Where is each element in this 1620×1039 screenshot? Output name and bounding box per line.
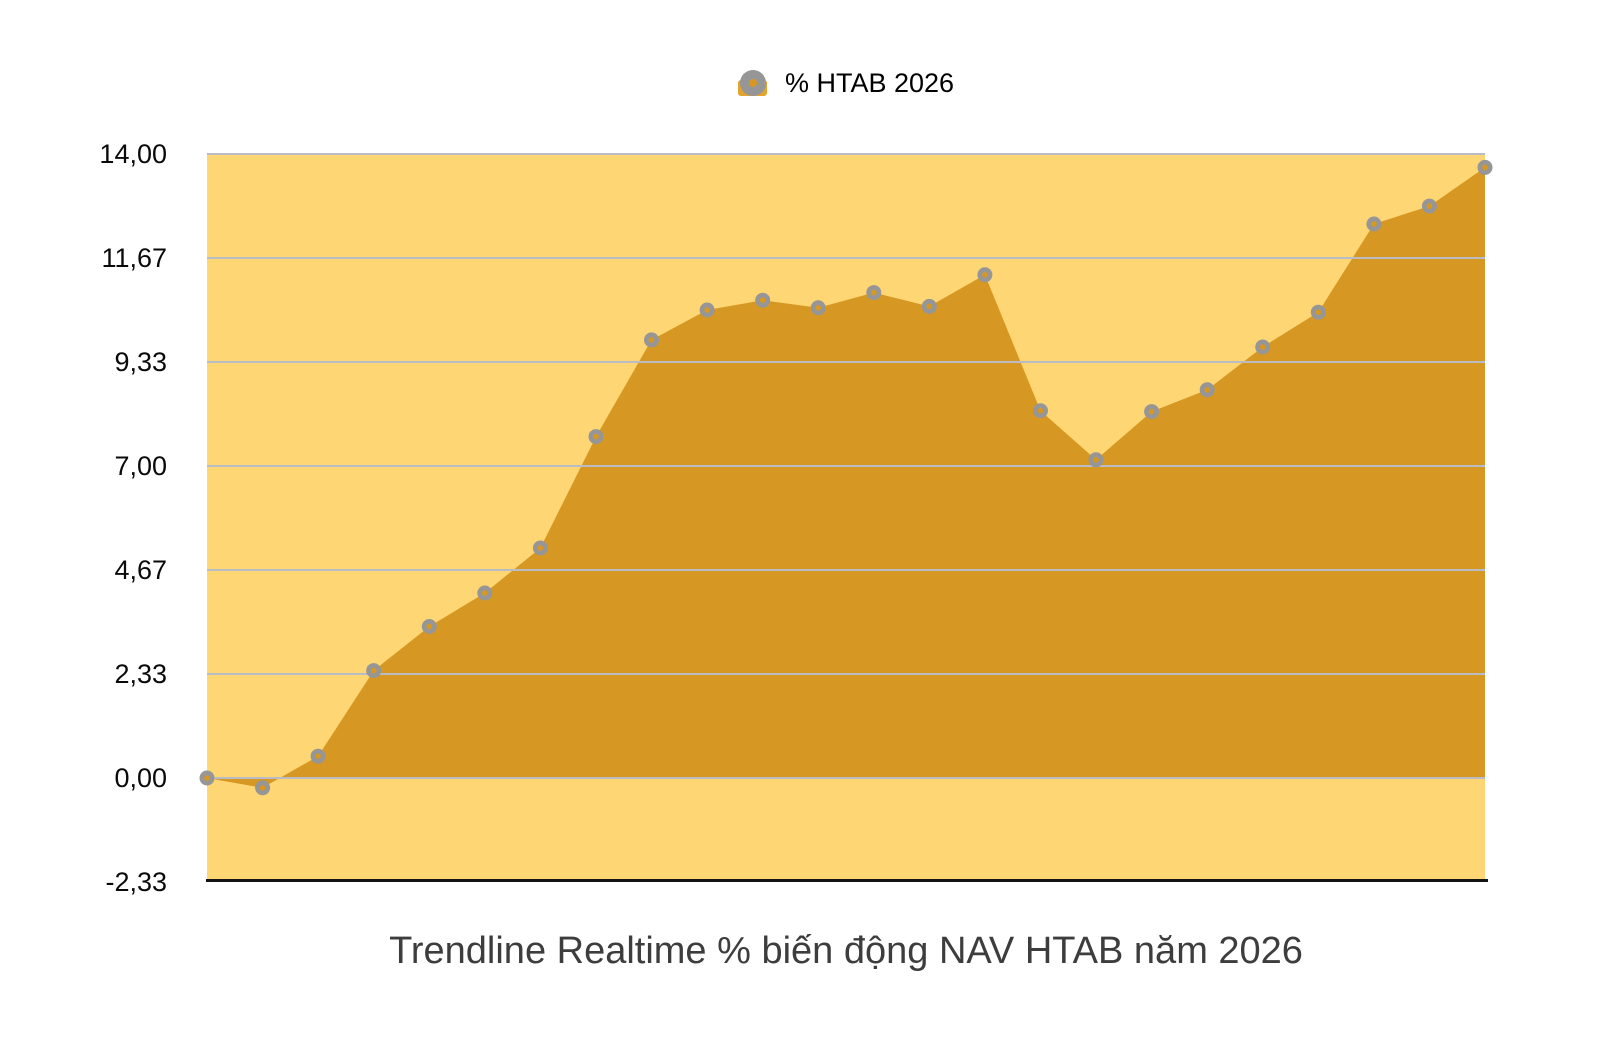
data-point-center [1482, 164, 1488, 171]
data-point-center [1148, 408, 1155, 415]
data-point-center [871, 289, 877, 296]
data-point-center [704, 307, 710, 313]
y-axis-tick-label: 7,00 [114, 451, 167, 481]
data-point-center [1426, 203, 1433, 209]
chart-title: Trendline Realtime % biến động NAV HTAB … [389, 930, 1303, 972]
y-axis-tick-label: 2,33 [114, 659, 167, 690]
y-axis-tick-label: 11,67 [101, 242, 167, 273]
data-point-center [204, 775, 210, 781]
data-point-center [759, 297, 766, 303]
y-axis-tick-label: 14,00 [99, 139, 167, 169]
data-point-center [1371, 221, 1377, 227]
y-axis-labels: 14,00 11,67 9,33 7,00 4,67 2,33 0,00 -2,33 [0, 0, 167, 1039]
legend-point-center-icon [748, 78, 757, 87]
data-point-center [482, 590, 488, 596]
data-point-center [815, 305, 821, 311]
data-point-center [1037, 407, 1044, 414]
data-point-center [1259, 344, 1266, 350]
legend-area-marker-icon [737, 69, 768, 97]
legend: % HTAB 2026 [207, 68, 1485, 98]
data-point-center [1093, 457, 1099, 463]
y-axis-tick-label: 9,33 [114, 347, 167, 378]
area-series [207, 167, 1485, 788]
data-point-center [982, 272, 988, 278]
data-point-center [259, 785, 266, 791]
y-axis-tick-label: 0,00 [114, 763, 167, 793]
plot-area [199, 153, 1493, 882]
data-point-center [315, 753, 321, 759]
data-point-center [926, 303, 933, 310]
data-point-center [537, 545, 544, 551]
data-point-center [1315, 309, 1322, 315]
data-point-center [593, 433, 599, 440]
y-axis-tick-label: 4,67 [114, 554, 167, 585]
legend-label: % HTAB 2026 [784, 68, 955, 98]
data-point-center [370, 667, 377, 674]
y-axis-tick-label: -2,33 [105, 867, 167, 897]
data-point-center [426, 623, 433, 630]
data-point-center [1204, 387, 1210, 393]
data-point-center [648, 337, 655, 343]
